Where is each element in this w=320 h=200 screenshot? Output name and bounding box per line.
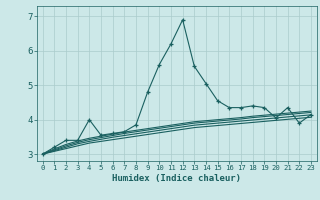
X-axis label: Humidex (Indice chaleur): Humidex (Indice chaleur) xyxy=(112,174,241,183)
